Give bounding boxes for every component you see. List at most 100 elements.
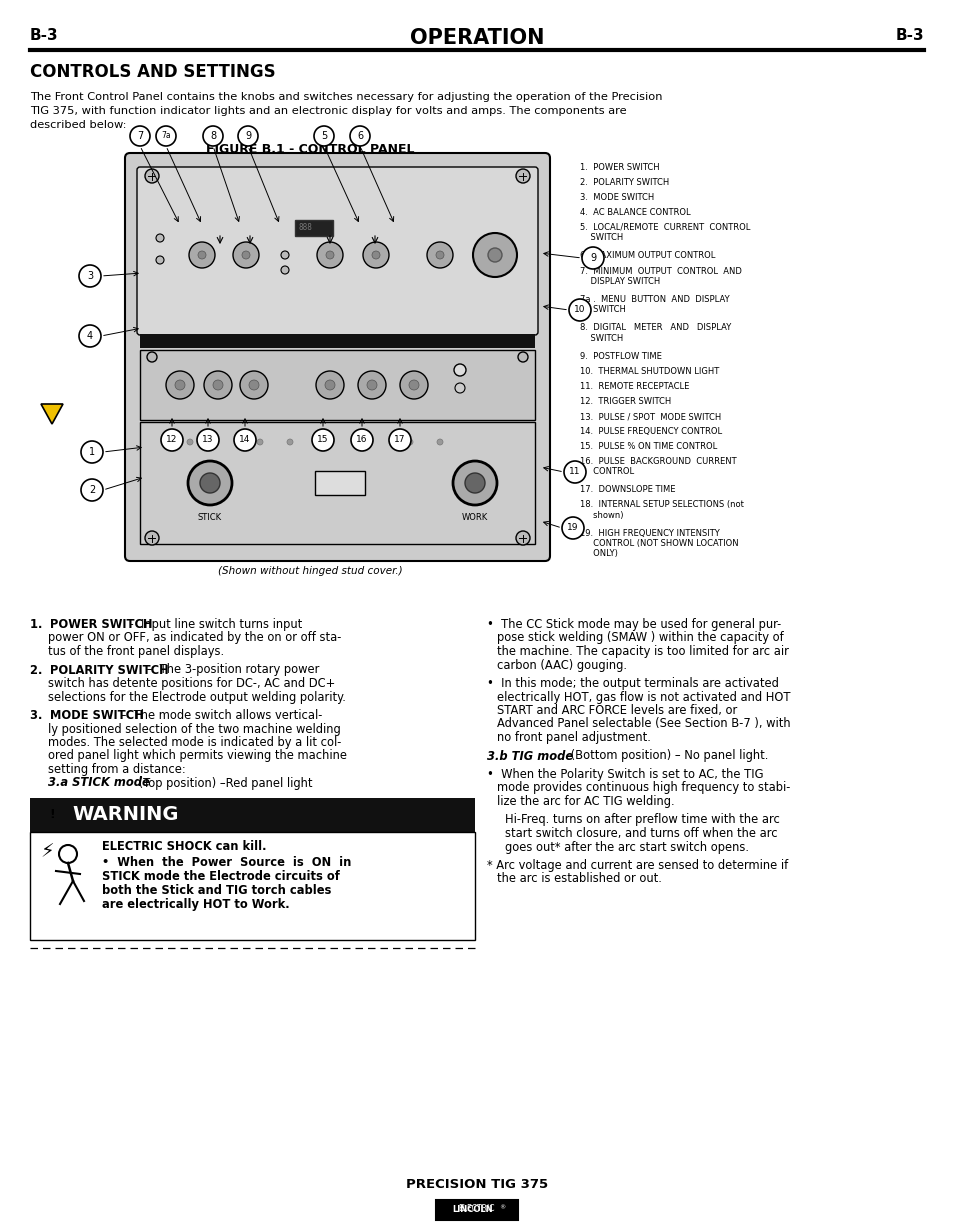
Text: (Top position) –Red panel light: (Top position) –Red panel light: [135, 777, 313, 789]
Text: ELECTRIC SHOCK can kill.: ELECTRIC SHOCK can kill.: [102, 840, 266, 853]
Text: !: !: [49, 807, 55, 821]
Text: 5: 5: [320, 131, 327, 141]
Text: 11.  REMOTE RECEPTACLE: 11. REMOTE RECEPTACLE: [579, 382, 689, 391]
Circle shape: [156, 234, 164, 242]
Circle shape: [256, 439, 263, 445]
Text: mode provides continuous high frequency to stabi-: mode provides continuous high frequency …: [497, 782, 789, 795]
Circle shape: [174, 380, 185, 390]
Text: the arc is established or out.: the arc is established or out.: [497, 872, 661, 886]
Circle shape: [389, 429, 411, 452]
Text: 17.  DOWNSLOPE TIME: 17. DOWNSLOPE TIME: [579, 486, 675, 494]
Text: 10: 10: [574, 306, 585, 314]
Circle shape: [356, 439, 363, 445]
Circle shape: [147, 352, 157, 362]
Text: electrically HOT, gas flow is not activated and HOT: electrically HOT, gas flow is not activa…: [497, 691, 790, 703]
Text: ored panel light which permits viewing the machine: ored panel light which permits viewing t…: [48, 750, 347, 762]
Text: 3.a STICK mode: 3.a STICK mode: [48, 777, 150, 789]
Text: 9.  POSTFLOW TIME: 9. POSTFLOW TIME: [579, 352, 661, 361]
Text: carbon (AAC) gouging.: carbon (AAC) gouging.: [497, 659, 626, 671]
Circle shape: [399, 371, 428, 399]
Text: 3: 3: [87, 271, 93, 281]
Circle shape: [367, 380, 376, 390]
Circle shape: [242, 252, 250, 259]
Circle shape: [145, 169, 159, 183]
Text: 6.  MAXIMUM OUTPUT CONTROL: 6. MAXIMUM OUTPUT CONTROL: [579, 252, 715, 260]
Text: described below:: described below:: [30, 120, 127, 130]
Text: 9: 9: [589, 253, 596, 263]
Text: 2.  POLARITY SWITCH: 2. POLARITY SWITCH: [579, 178, 669, 187]
Circle shape: [188, 461, 232, 506]
Circle shape: [281, 266, 289, 274]
Circle shape: [350, 126, 370, 146]
Text: 10.  THERMAL SHUTDOWN LIGHT: 10. THERMAL SHUTDOWN LIGHT: [579, 367, 719, 375]
Text: 9: 9: [245, 131, 251, 141]
Circle shape: [326, 252, 334, 259]
Text: 3.b TIG mode: 3.b TIG mode: [486, 750, 573, 762]
Text: setting from a distance:: setting from a distance:: [48, 763, 186, 775]
Text: TIG 375, with function indicator lights and an electronic display for volts and : TIG 375, with function indicator lights …: [30, 106, 626, 117]
Text: 5.  LOCAL/REMOTE  CURRENT  CONTROL
    SWITCH: 5. LOCAL/REMOTE CURRENT CONTROL SWITCH: [579, 223, 750, 242]
Circle shape: [156, 126, 175, 146]
Text: ⚡: ⚡: [40, 842, 53, 861]
Text: 17: 17: [394, 436, 405, 444]
Text: 13: 13: [202, 436, 213, 444]
Text: 14: 14: [239, 436, 251, 444]
Text: both the Stick and TIG torch cables: both the Stick and TIG torch cables: [102, 883, 331, 897]
Text: The Front Control Panel contains the knobs and switches necessary for adjusting : The Front Control Panel contains the kno…: [30, 92, 661, 102]
Circle shape: [287, 439, 293, 445]
Text: Advanced Panel selectable (See Section B-7 ), with: Advanced Panel selectable (See Section B…: [497, 718, 790, 730]
Bar: [140, 422, 535, 544]
Text: start switch closure, and turns off when the arc: start switch closure, and turns off when…: [504, 827, 777, 840]
Text: no front panel adjustment.: no front panel adjustment.: [497, 731, 650, 744]
Text: 7a .  MENU  BUTTON  AND  DISPLAY
     SWITCH: 7a . MENU BUTTON AND DISPLAY SWITCH: [579, 294, 729, 314]
Circle shape: [581, 247, 603, 269]
Text: 2: 2: [89, 485, 95, 494]
Text: 7.  MINIMUM  OUTPUT  CONTROL  AND
    DISPLAY SWITCH: 7. MINIMUM OUTPUT CONTROL AND DISPLAY SW…: [579, 266, 741, 286]
Text: 16.  PULSE  BACKGROUND  CURRENT
     CONTROL: 16. PULSE BACKGROUND CURRENT CONTROL: [579, 456, 736, 476]
Text: -  Input line switch turns input: - Input line switch turns input: [126, 618, 302, 631]
Text: selections for the Electrode output welding polarity.: selections for the Electrode output weld…: [48, 691, 346, 703]
Circle shape: [187, 439, 193, 445]
Circle shape: [130, 126, 150, 146]
Circle shape: [59, 845, 77, 863]
Text: 8: 8: [210, 131, 215, 141]
Circle shape: [464, 472, 484, 493]
Circle shape: [233, 242, 258, 267]
Text: 6: 6: [356, 131, 363, 141]
Circle shape: [79, 265, 101, 287]
Text: START and ARC FORCE levels are fixed, or: START and ARC FORCE levels are fixed, or: [497, 704, 737, 717]
Text: 8.  DIGITAL   METER   AND   DISPLAY
    SWITCH: 8. DIGITAL METER AND DISPLAY SWITCH: [579, 324, 731, 342]
Text: 1.  POWER SWITCH: 1. POWER SWITCH: [579, 163, 659, 172]
Circle shape: [357, 371, 386, 399]
Text: pose stick welding (SMAW ) within the capacity of: pose stick welding (SMAW ) within the ca…: [497, 632, 783, 644]
Text: 18.  INTERNAL SETUP SELECTIONS (not
     shown): 18. INTERNAL SETUP SELECTIONS (not shown…: [579, 501, 743, 519]
Circle shape: [427, 242, 453, 267]
Circle shape: [81, 479, 103, 501]
Circle shape: [161, 429, 183, 452]
Text: 1: 1: [89, 447, 95, 456]
Text: Hi-Freq. turns on after preflow time with the arc: Hi-Freq. turns on after preflow time wit…: [504, 814, 779, 827]
Text: 1.: 1.: [30, 618, 51, 631]
Text: MODE SWITCH: MODE SWITCH: [50, 709, 144, 721]
Text: 888: 888: [298, 223, 313, 232]
Circle shape: [407, 439, 413, 445]
Bar: [140, 334, 535, 348]
Text: 11: 11: [569, 467, 580, 476]
Text: B-3: B-3: [30, 28, 58, 43]
Circle shape: [316, 242, 343, 267]
Text: 12.  TRIGGER SWITCH: 12. TRIGGER SWITCH: [579, 398, 671, 406]
Circle shape: [488, 248, 501, 263]
Circle shape: [568, 299, 590, 321]
Circle shape: [516, 531, 530, 545]
Text: goes out* after the arc start switch opens.: goes out* after the arc start switch ope…: [504, 840, 748, 854]
Text: power ON or OFF, as indicated by the on or off sta-: power ON or OFF, as indicated by the on …: [48, 632, 341, 644]
Circle shape: [436, 252, 443, 259]
Text: (Shown without hinged stud cover.): (Shown without hinged stud cover.): [217, 566, 402, 575]
Text: LINCOLN: LINCOLN: [453, 1205, 493, 1215]
Circle shape: [145, 531, 159, 545]
Circle shape: [312, 429, 334, 452]
Text: 14.  PULSE FREQUENCY CONTROL: 14. PULSE FREQUENCY CONTROL: [579, 427, 721, 436]
Circle shape: [517, 352, 527, 362]
Text: WORK: WORK: [461, 513, 488, 521]
Text: 2.: 2.: [30, 664, 51, 676]
